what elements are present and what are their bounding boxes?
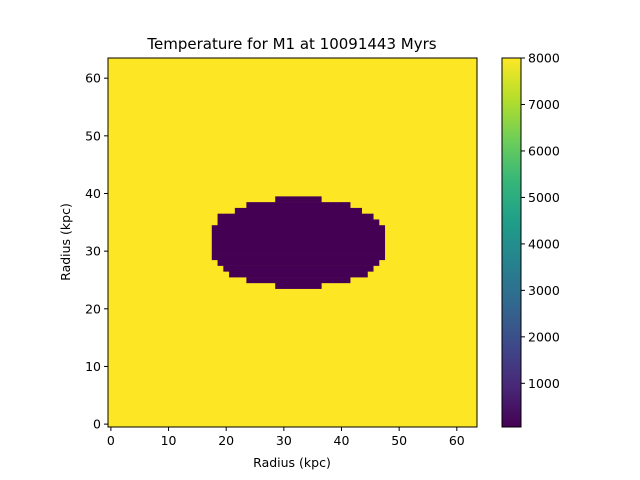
colorbar-tick-label: 4000 bbox=[528, 236, 560, 251]
x-tick-label: 30 bbox=[276, 433, 292, 448]
colorbar-tick-label: 8000 bbox=[528, 51, 560, 66]
heatmap-cell-row-31 bbox=[211, 236, 386, 243]
y-tick-label: 60 bbox=[85, 71, 101, 86]
colorbar-tick-label: 2000 bbox=[528, 329, 560, 344]
x-tick-label: 40 bbox=[334, 433, 350, 448]
heatmap-plot-area bbox=[107, 57, 478, 428]
colorbar-frame bbox=[501, 57, 522, 428]
x-axis-label: Radius (kpc) bbox=[253, 455, 331, 470]
y-tick-label: 30 bbox=[85, 244, 101, 259]
y-tick-label: 10 bbox=[85, 359, 101, 374]
colorbar-tick-label: 5000 bbox=[528, 190, 560, 205]
heatmap-cell-row-38 bbox=[246, 277, 351, 284]
heatmap-cell-row-28 bbox=[217, 219, 380, 226]
heatmap-cell-row-36 bbox=[223, 265, 374, 272]
chart-title: Temperature for M1 at 10091443 Myrs bbox=[146, 35, 436, 53]
colorbar-ticks: 1000 2000 3000 4000 5000 6000 7000 8000 bbox=[521, 51, 560, 391]
x-axis-ticks: 0 10 20 30 40 50 60 bbox=[107, 427, 465, 448]
y-axis-label: Radius (kpc) bbox=[58, 203, 73, 281]
x-tick-label: 20 bbox=[218, 433, 234, 448]
colorbar-gradient bbox=[502, 58, 521, 427]
x-tick-label: 0 bbox=[107, 433, 115, 448]
y-tick-label: 40 bbox=[85, 186, 101, 201]
heatmap-cell-row-25 bbox=[246, 202, 351, 209]
heatmap-cell-row-32 bbox=[211, 242, 386, 249]
x-tick-label: 60 bbox=[449, 433, 465, 448]
heatmap-cell-row-29 bbox=[211, 225, 386, 232]
heatmap-cell-row-35 bbox=[217, 259, 380, 266]
heatmap-cell-row-24 bbox=[275, 196, 322, 203]
x-tick-label: 50 bbox=[391, 433, 407, 448]
heatmap-cell-row-37 bbox=[229, 271, 368, 278]
colorbar-tick-label: 3000 bbox=[528, 283, 560, 298]
heatmap-cell-row-34 bbox=[211, 254, 386, 261]
y-tick-label: 20 bbox=[85, 301, 101, 316]
heatmap-cell-row-33 bbox=[211, 248, 386, 255]
y-axis-ticks: 0 10 20 30 40 50 60 bbox=[85, 71, 108, 432]
colorbar-tick-label: 1000 bbox=[528, 376, 560, 391]
colorbar: 1000 2000 3000 4000 5000 6000 7000 8000 bbox=[501, 51, 560, 428]
heatmap-cell-row-26 bbox=[234, 207, 362, 214]
colorbar-tick-label: 7000 bbox=[528, 97, 560, 112]
colorbar-tick-label: 6000 bbox=[528, 143, 560, 158]
x-tick-label: 10 bbox=[161, 433, 177, 448]
y-tick-label: 0 bbox=[93, 417, 101, 432]
plot-frame bbox=[107, 57, 478, 428]
y-tick-label: 50 bbox=[85, 128, 101, 143]
heatmap-cell-row-39 bbox=[275, 282, 322, 289]
heatmap-cell-row-30 bbox=[211, 230, 386, 238]
heatmap-cells bbox=[211, 196, 386, 289]
heatmap-cell-row-27 bbox=[217, 213, 374, 220]
